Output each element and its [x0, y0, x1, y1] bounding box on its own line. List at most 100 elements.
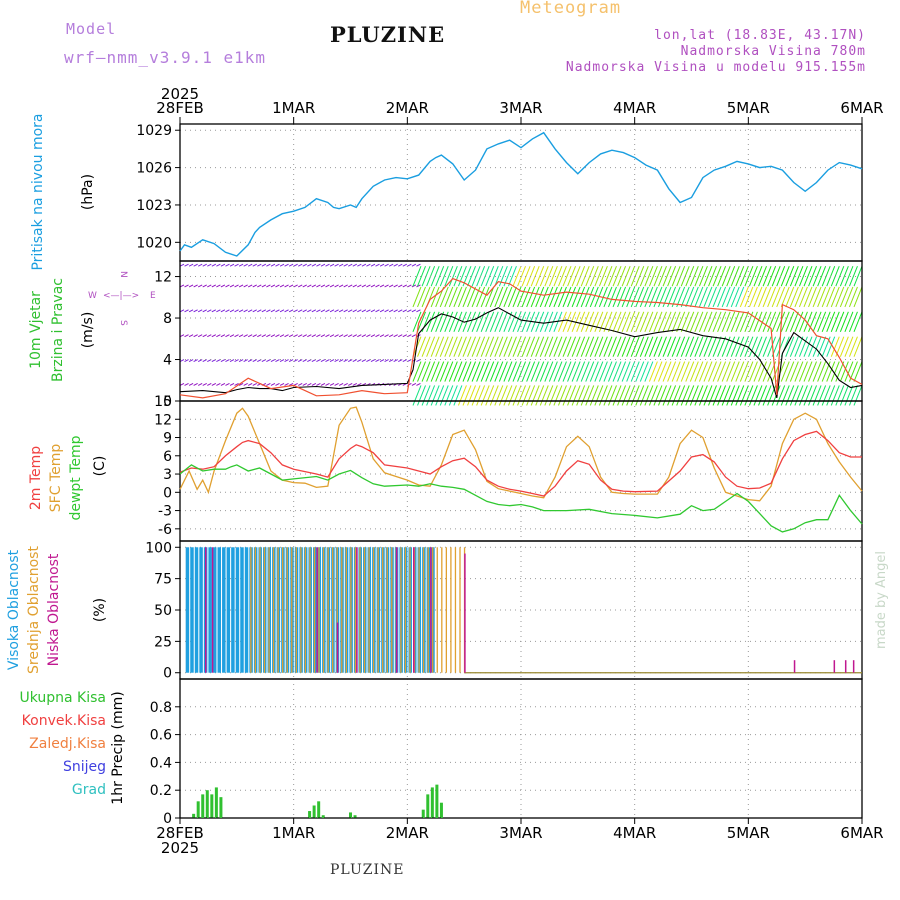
pressure-line: [179, 131, 863, 257]
wind-ytick-label: 8: [163, 311, 172, 327]
wind-barb: [721, 361, 731, 382]
wind-barb: [211, 284, 217, 288]
wind-barb: [343, 309, 348, 313]
pressure-axis-label: Pritisak na nivou mora: [30, 113, 46, 270]
wind-barb: [257, 334, 262, 338]
low-cloud-bar: [413, 547, 415, 673]
wind-barb: [261, 334, 267, 338]
wind-barb: [412, 361, 422, 382]
low-cloud-bar: [793, 660, 796, 673]
wind-barb: [252, 309, 257, 313]
wind-barb: [653, 361, 663, 382]
wind-barb: [826, 311, 836, 333]
wind-barb: [435, 336, 445, 357]
wind-barb: [288, 359, 294, 363]
mid-cloud-bar: [345, 547, 347, 673]
low-cloud-bar: [395, 547, 398, 673]
wind-barb: [717, 286, 727, 308]
wind-barb: [334, 284, 339, 288]
wind-barb: [411, 284, 417, 288]
wind-barb: [694, 361, 704, 382]
high-cloud-axis-label: Visoka Oblacnost: [6, 549, 22, 670]
wind-barb: [489, 361, 499, 382]
bottom-xtick-label: 3MAR: [499, 824, 542, 842]
wind-barb: [229, 334, 235, 338]
wind-barb: [243, 359, 248, 363]
wind-barb: [753, 286, 763, 308]
wind-barb: [839, 311, 849, 333]
wind-barb: [785, 311, 795, 333]
wind-barb: [297, 382, 303, 386]
wind-barb: [439, 286, 449, 308]
low-cloud-bar: [205, 547, 207, 673]
wind-barb: [426, 311, 436, 333]
wind-barb: [261, 284, 267, 288]
wind-barb: [794, 385, 804, 406]
wind-barb: [689, 311, 699, 333]
wind-barb: [179, 334, 185, 338]
model-label: Model: [66, 20, 117, 38]
wind-barb: [411, 382, 417, 386]
wind-barb: [576, 336, 586, 357]
high-cloud-bar: [222, 547, 226, 673]
wind-barb: [444, 311, 454, 333]
mid-cloud-bar: [377, 547, 379, 673]
wind-barb: [730, 311, 740, 333]
wind-barb: [844, 265, 854, 287]
low-cloud-bar: [464, 553, 466, 673]
bottom-xtick-label: 5MAR: [727, 824, 770, 842]
wind-barb: [325, 359, 330, 363]
wind-barb: [658, 265, 667, 287]
wind-barb: [848, 286, 858, 308]
mid-cloud-bar: [372, 547, 375, 673]
mid-cloud-bar: [286, 547, 288, 673]
wind-barb: [503, 311, 513, 333]
wind-barb: [608, 286, 617, 308]
wind-barb: [635, 286, 645, 308]
wind-barb: [211, 263, 217, 267]
top-year-label: 2025: [161, 85, 199, 103]
wind-barb: [544, 336, 554, 357]
mid-cloud-bar: [318, 547, 320, 673]
wind-barb: [494, 265, 504, 287]
wind-barb: [580, 385, 590, 406]
wind-barb: [494, 286, 504, 308]
wind-barb: [830, 385, 840, 406]
wind-barb: [758, 385, 767, 406]
mid-cloud-bar: [295, 547, 297, 673]
wind-barb: [416, 359, 421, 363]
wind-barb: [617, 311, 627, 333]
wind-barb: [188, 334, 194, 338]
wind-barb: [530, 385, 540, 406]
wind-barb: [229, 382, 235, 386]
wind-barb: [771, 286, 781, 308]
dewpt-line: [179, 464, 863, 533]
wind-barb: [275, 263, 280, 267]
wind-barb: [585, 286, 595, 308]
wind-barb: [275, 382, 280, 386]
wind-barb: [698, 311, 708, 333]
wind-barb: [485, 265, 495, 287]
mid-cloud-bar: [413, 547, 416, 673]
precip-ytick-label: 0.6: [150, 728, 172, 744]
wind-barb: [421, 265, 431, 287]
cloud-unit: (%): [92, 598, 108, 622]
wind-barb: [821, 286, 831, 308]
wind-barb: [735, 265, 745, 287]
wind-barb: [202, 359, 207, 363]
wind-barb: [680, 361, 690, 382]
wind-barb: [662, 361, 672, 382]
mid-cloud-bar: [427, 547, 429, 673]
wind-barb: [553, 336, 563, 357]
wind-barb: [544, 385, 554, 406]
wind-barb: [507, 311, 517, 333]
wind-barb: [758, 361, 767, 382]
wind-barb: [338, 284, 344, 288]
bottom-xtick-label: 2MAR: [386, 824, 429, 842]
wind-barb: [544, 286, 554, 308]
wind-barb: [302, 334, 307, 338]
precip-bar: [439, 802, 443, 818]
wind-barb: [662, 385, 672, 406]
wind-barb: [207, 334, 212, 338]
wind-barb: [439, 361, 449, 382]
